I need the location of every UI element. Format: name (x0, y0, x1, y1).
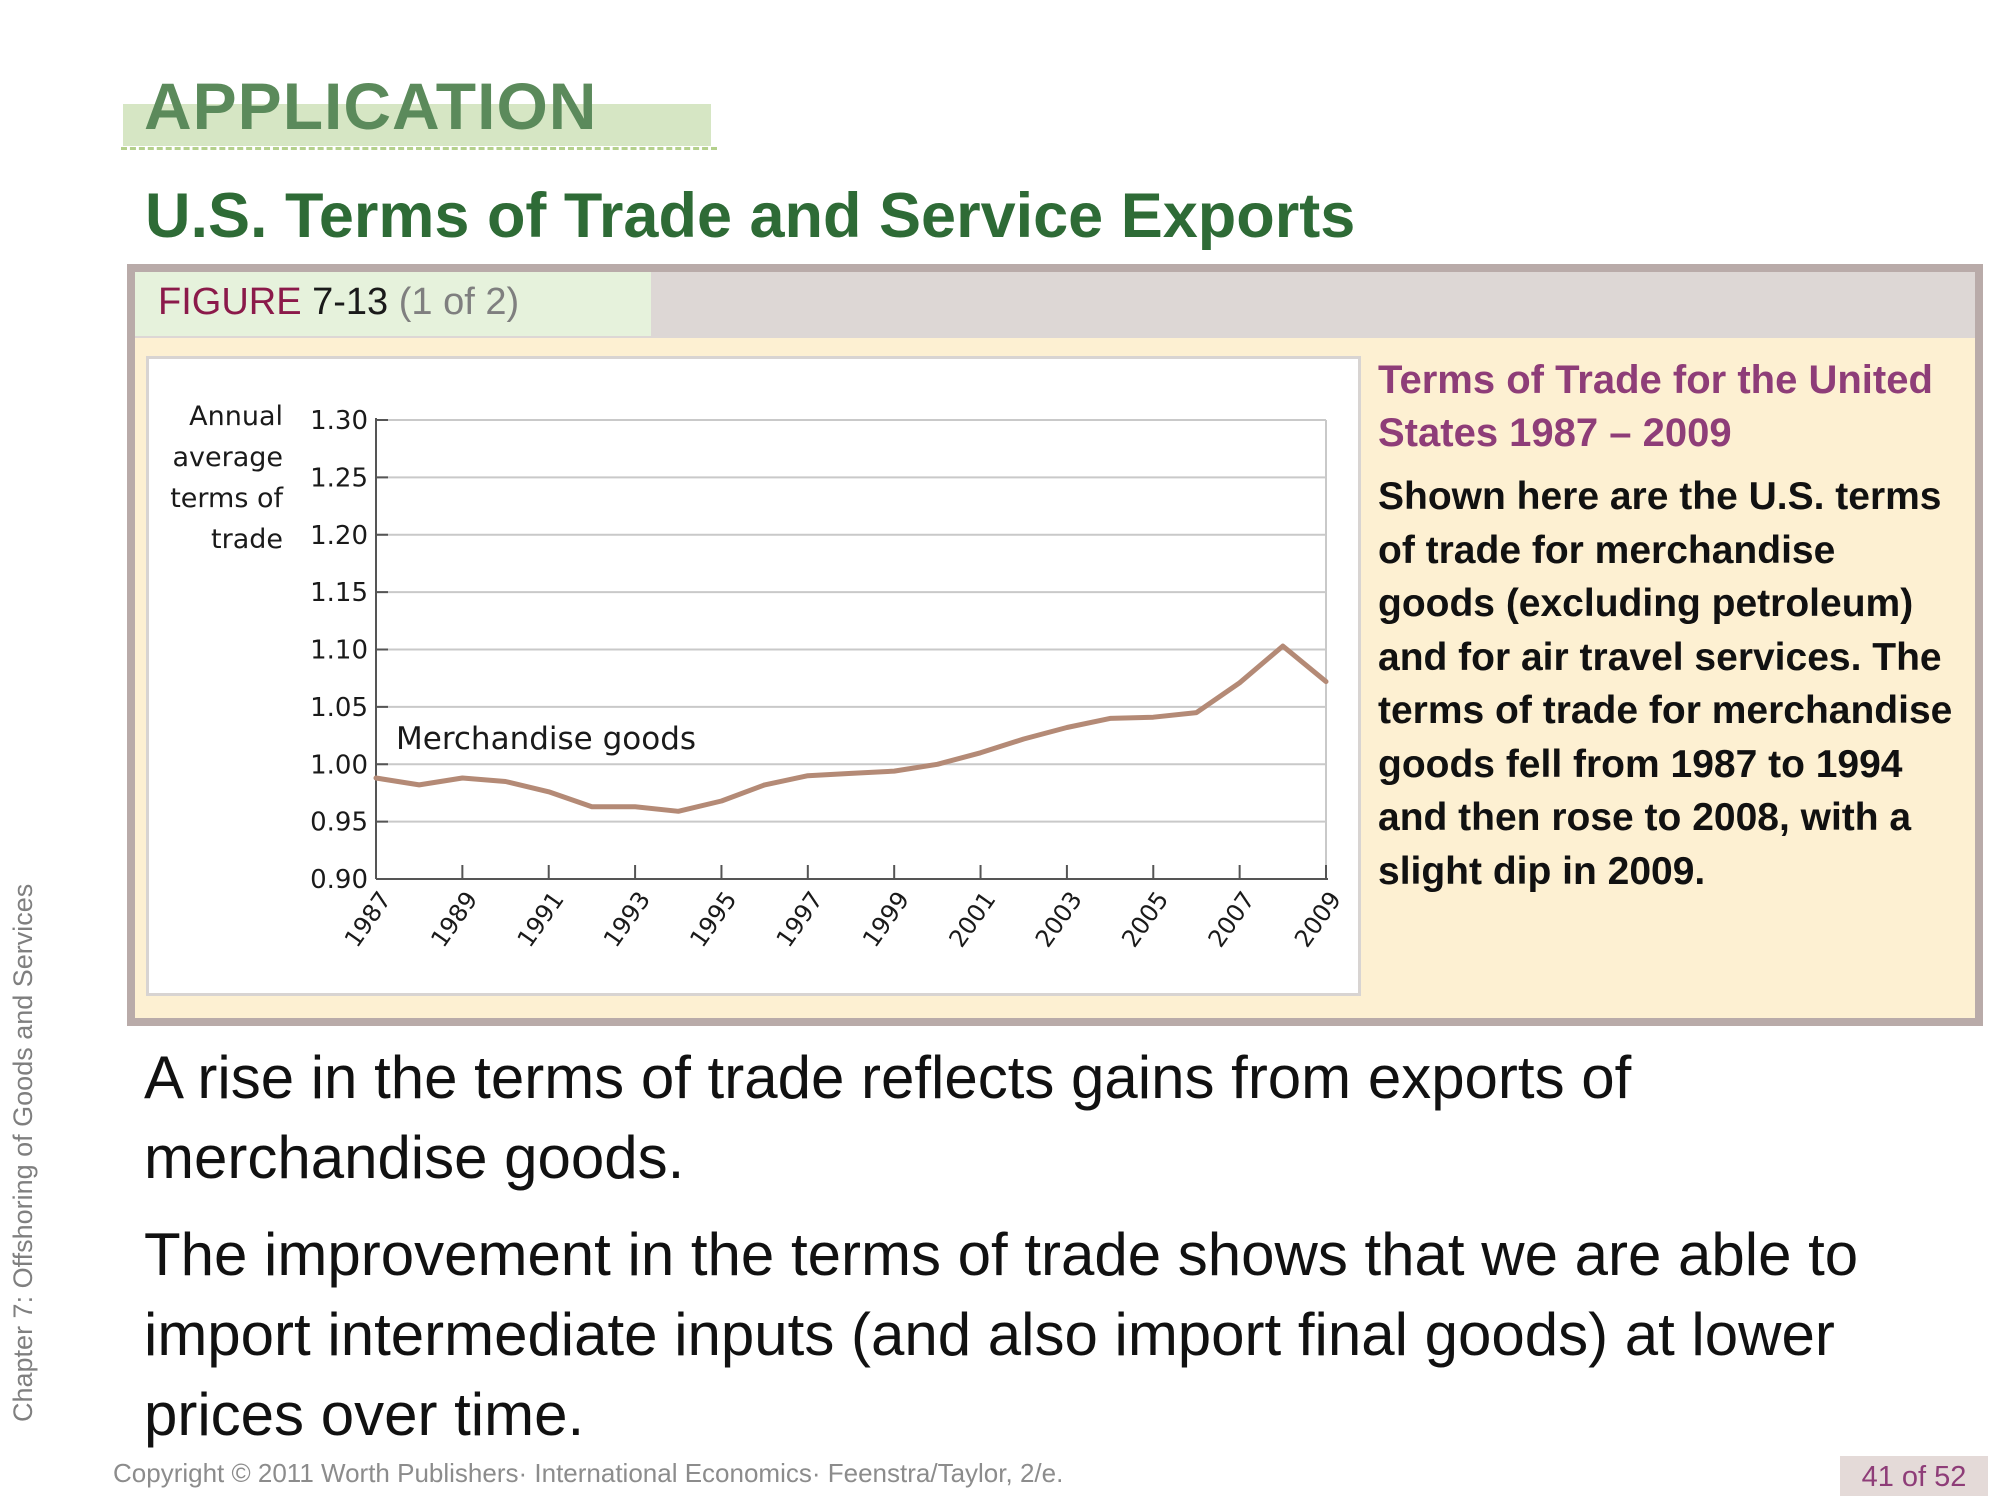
x-tick-label: 2003 (1030, 886, 1088, 952)
y-tick-label: 1.15 (310, 578, 368, 608)
x-tick-labels: 1987 1989 1991 1993 1995 1997 1999 2001 2003 2005… (339, 886, 1347, 952)
y-axis-label-line: trade (211, 524, 283, 555)
terms-of-trade-chart: 0.90 0.95 1.00 1.05 1.10 1.15 1.20 1.25 1.30 198… (170, 401, 1347, 952)
figure-caption-text: Shown here are the U.S. terms of trade f… (1378, 475, 1953, 893)
x-tick-label: 2005 (1116, 886, 1174, 952)
x-tick-label: 1993 (598, 886, 656, 952)
x-tick-label: 1995 (684, 886, 742, 952)
figure-caption-title: Terms of Trade for the United States 198… (1378, 358, 1933, 455)
y-axis-label-line: Annual (189, 401, 283, 432)
body-paragraph-1: A rise in the terms of trade reflects ga… (144, 1044, 1632, 1191)
series-label-merchandise-goods: Merchandise goods (396, 721, 696, 757)
figure-tag (135, 272, 651, 336)
application-label-band (123, 104, 711, 146)
slide-title: U.S. Terms of Trade and Service Exports (145, 181, 1356, 251)
chart-axes (375, 418, 1328, 880)
x-tick-label: 1997 (771, 886, 829, 952)
figure-label: FIGURE 7-13 (1 of 2) (158, 281, 519, 324)
y-tick-label: 1.00 (310, 750, 368, 780)
y-tick-label: 1.05 (310, 693, 368, 723)
chart-grid (376, 419, 1326, 823)
application-label: APPLICATION (144, 69, 598, 143)
x-tick-label: 1999 (857, 886, 915, 952)
y-axis-label: Annual average terms of trade (170, 401, 284, 555)
chapter-label-text: Chapter 7: Offshoring of Goods and Servi… (8, 883, 38, 1422)
y-tick-label: 1.25 (310, 463, 368, 493)
x-tick-label: 1989 (425, 886, 483, 952)
y-axis-label-line: average (172, 442, 283, 473)
application-divider (121, 147, 717, 150)
x-tick-label: 1991 (512, 886, 570, 952)
body-paragraph-2: The improvement in the terms of trade sh… (144, 1221, 1859, 1448)
y-tick-label: 1.10 (310, 636, 368, 666)
y-tick-label: 0.95 (310, 808, 368, 838)
x-tick-label: 2009 (1289, 886, 1347, 952)
x-tick-label: 2007 (1203, 886, 1261, 952)
figure-label-part: (1 of 2) (398, 281, 520, 323)
copyright-footer: Copyright © 2011 Worth Publishers· Inter… (113, 1458, 1064, 1488)
y-tick-label: 0.90 (310, 865, 368, 895)
y-axis-label-line: terms of (170, 483, 284, 514)
page-number: 41 of 52 (1840, 1456, 1988, 1496)
x-tick-label: 2001 (943, 886, 1001, 952)
y-tick-label: 1.20 (310, 521, 368, 551)
y-tick-label: 1.30 (310, 406, 368, 436)
y-tick-labels: 0.90 0.95 1.00 1.05 1.10 1.15 1.20 1.25 1.30 (310, 406, 368, 895)
figure-label-number: 7-13 (312, 281, 389, 323)
figure-label-word: FIGURE (158, 281, 302, 323)
series-line-merchandise-goods (373, 643, 1329, 814)
chart-panel (146, 356, 1361, 996)
x-tick-label: 1987 (339, 886, 397, 952)
